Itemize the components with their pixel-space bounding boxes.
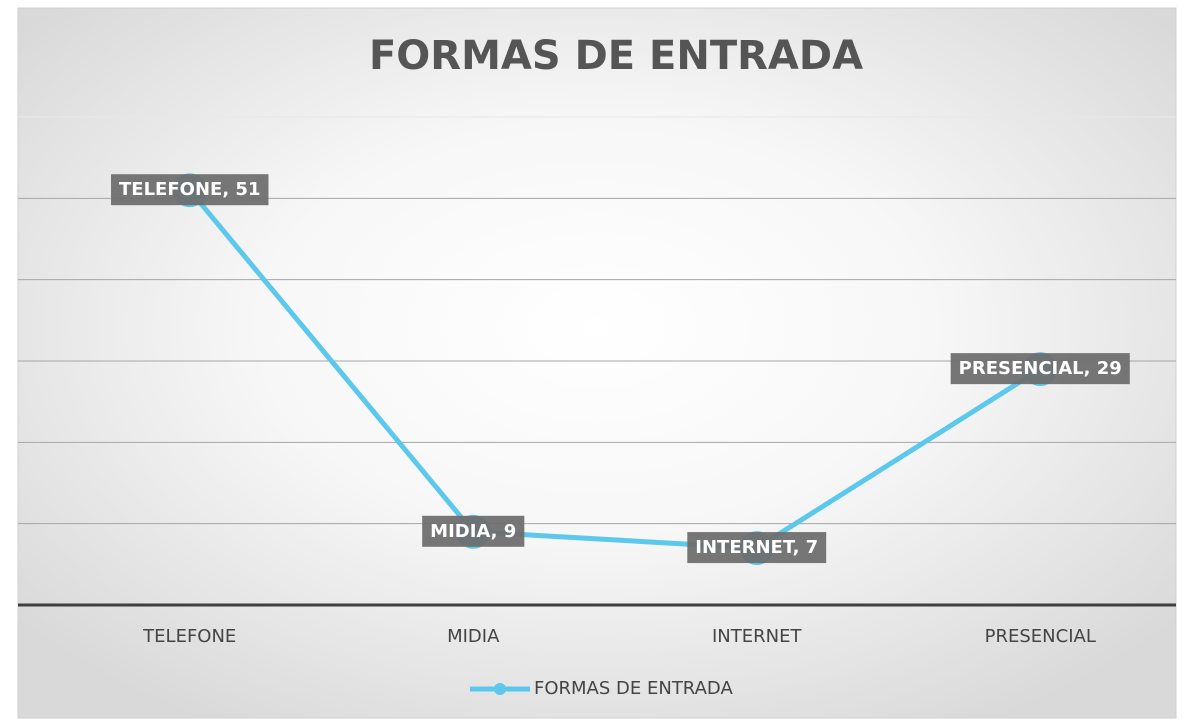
data-label-bg [950, 353, 1130, 385]
data-label: MIDIA, 9 [430, 521, 516, 542]
data-label: PRESENCIAL, 29 [959, 358, 1122, 379]
chart-title: FORMAS DE ENTRADA [369, 33, 863, 79]
x-tick-label: MIDIA [447, 626, 500, 647]
x-tick-label: PRESENCIAL [985, 626, 1096, 647]
legend-label: FORMAS DE ENTRADA [534, 678, 733, 699]
legend-marker [494, 683, 506, 695]
data-label: INTERNET, 7 [695, 537, 818, 558]
x-tick-label: INTERNET [712, 626, 802, 647]
x-tick-label: TELEFONE [142, 626, 236, 647]
data-label-bg [111, 174, 269, 206]
data-label-bg [422, 515, 525, 547]
data-label: TELEFONE, 51 [119, 179, 260, 200]
series-line [187, 188, 1042, 551]
data-label-bg [687, 532, 827, 564]
